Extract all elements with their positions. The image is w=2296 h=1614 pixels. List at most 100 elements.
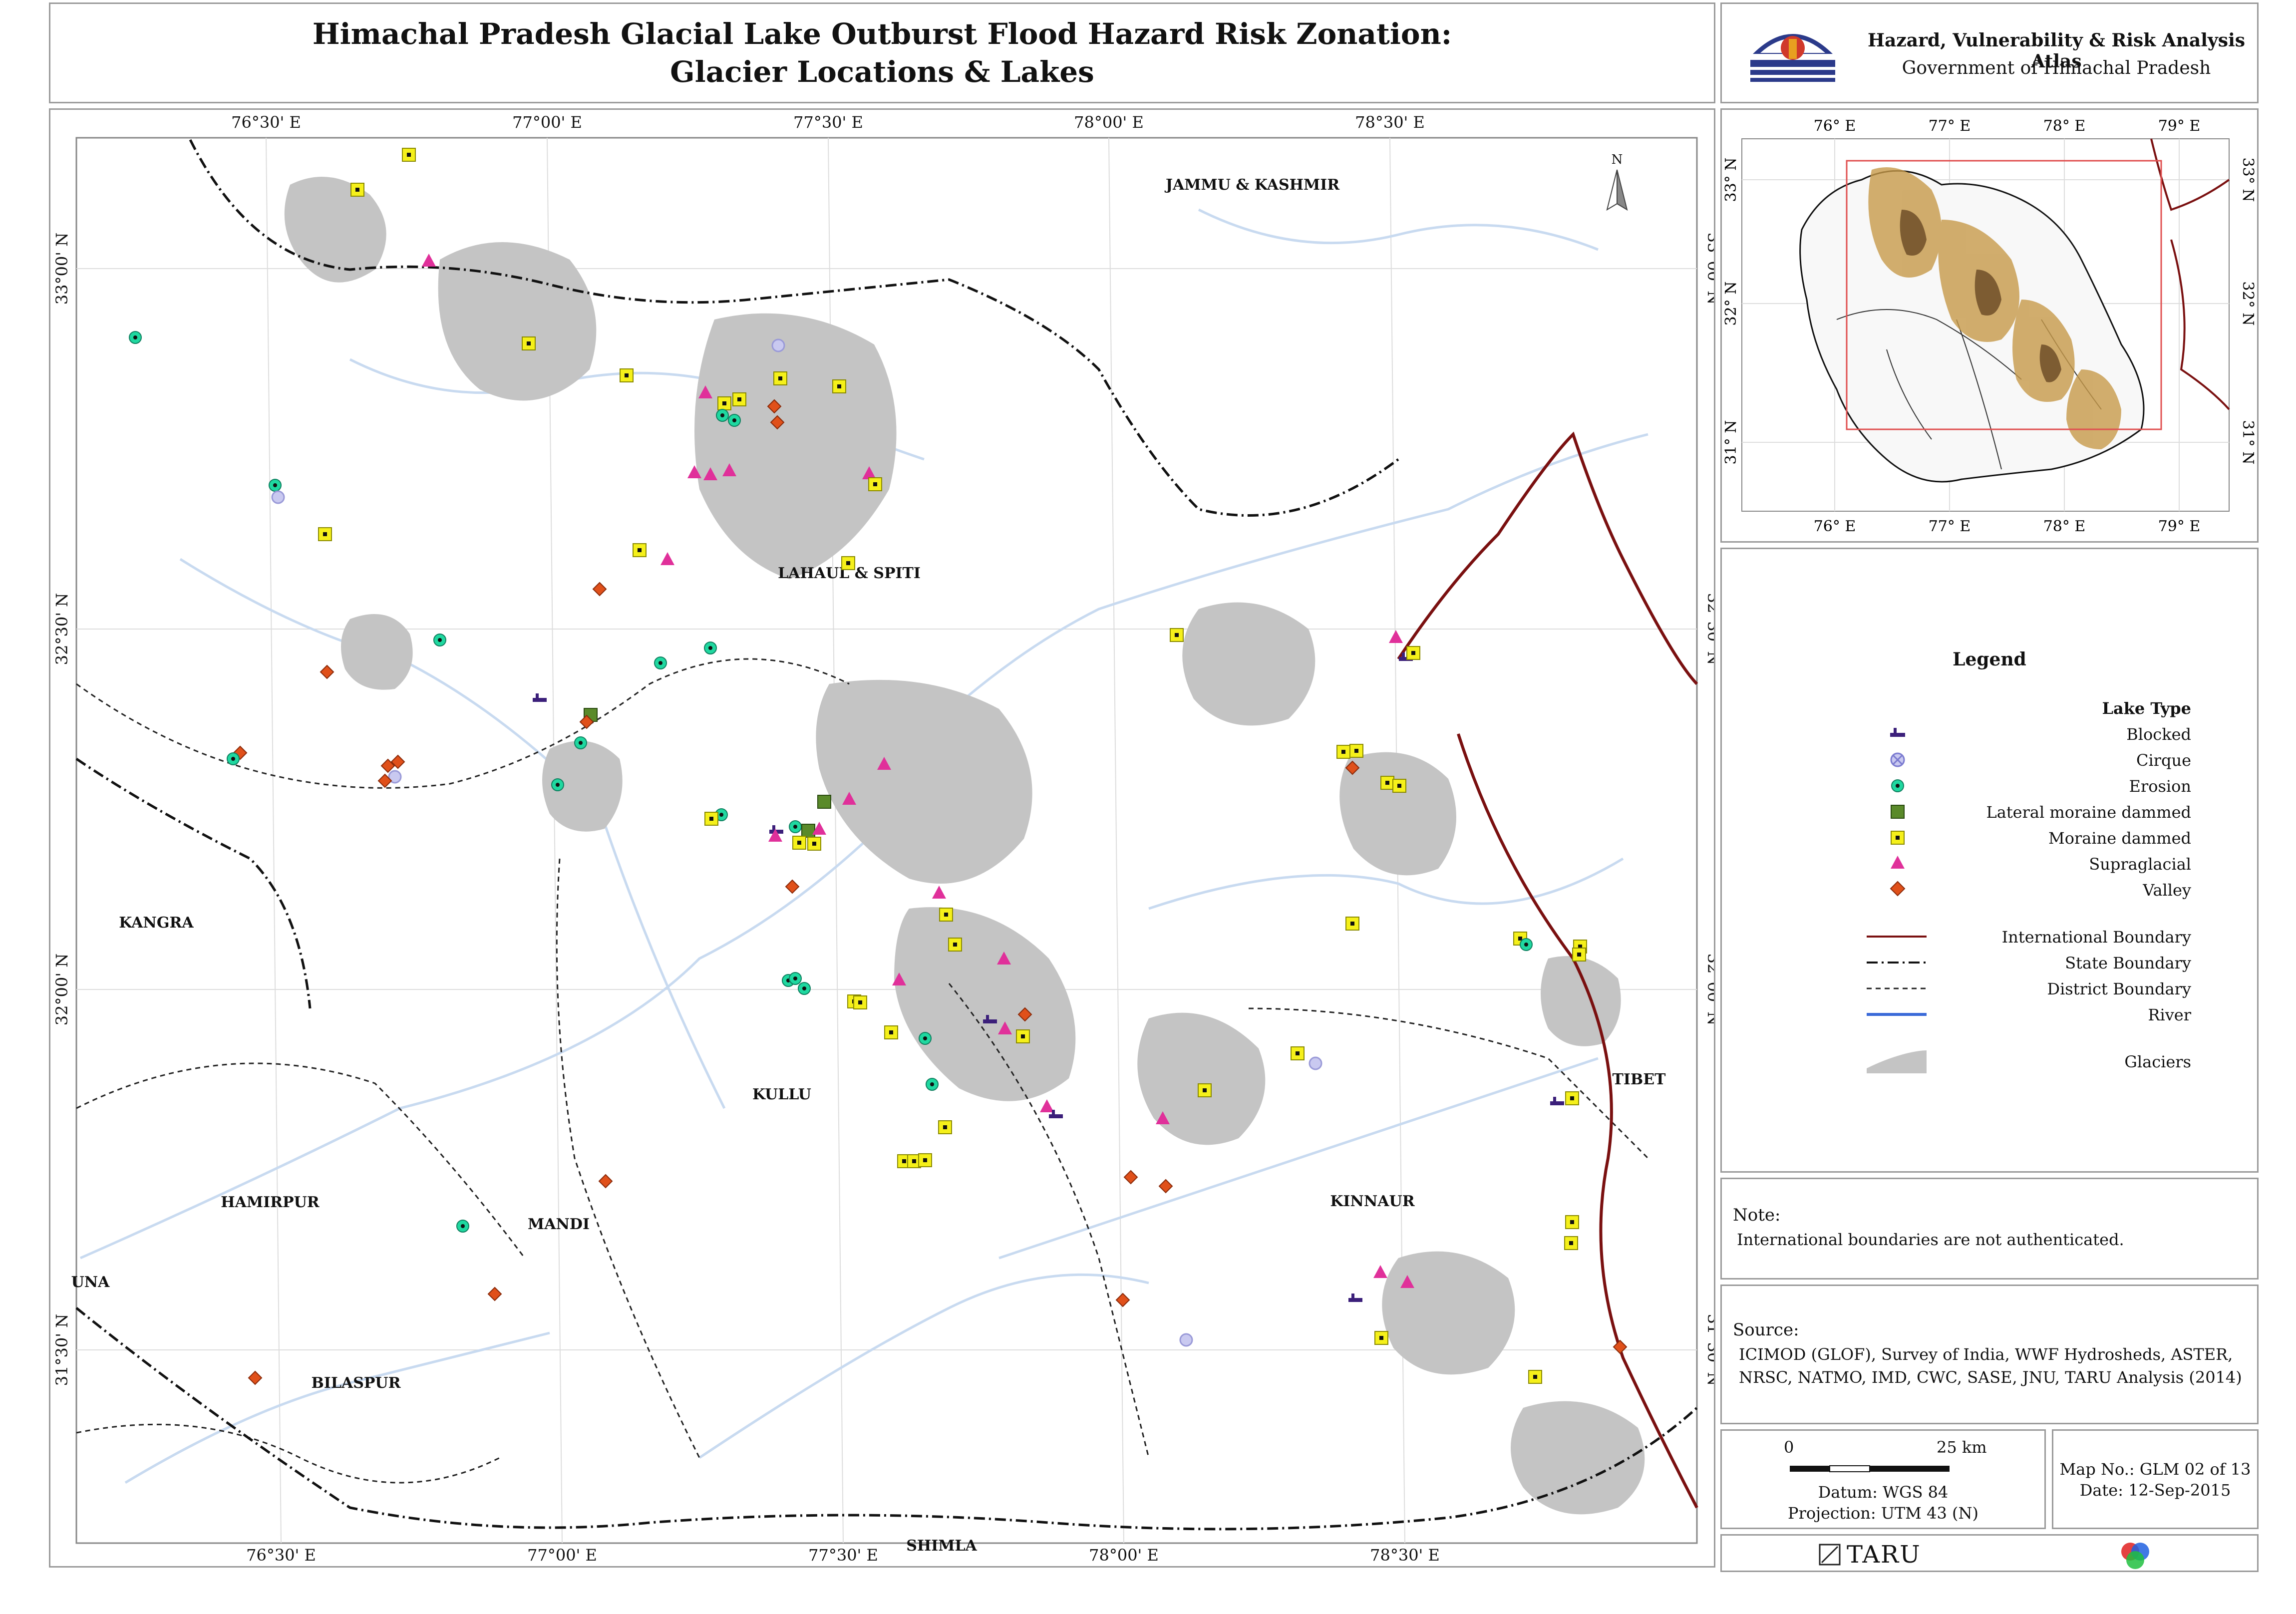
supraglacial-lake-marker [660,552,674,565]
legend-symbols [1867,728,1927,1073]
moraine-dammed-lake-marker [1380,776,1394,790]
cirque-lake-marker [271,490,285,504]
moraine-dammed-lake-marker [1528,1370,1542,1384]
top-tick-5: 78°30' E [1355,113,1425,132]
title-panel: Himachal Pradesh Glacial Lake Outburst F… [49,2,1715,103]
district-hamirpur: HAMIRPUR [221,1194,320,1211]
blocked-lake-marker [1399,652,1413,661]
erosion-lake-marker [551,778,564,791]
himachal-emblem-icon [1750,34,1835,82]
erosion-lake-marker [227,752,240,765]
valley-lake-marker [487,1287,502,1301]
datum-text: Datum: WGS 84 [1818,1483,1949,1502]
source-heading: Source: [1733,1320,1799,1340]
inset-top-tick-1: 76° E [1814,117,1856,135]
moraine-dammed-lake-marker [1565,1091,1579,1105]
moraine-dammed-lake-marker [884,1025,898,1039]
valley-lake-marker [770,415,785,430]
valley-lake-marker [1613,1339,1628,1354]
legend-label-blocked: Blocked [2126,725,2191,744]
moraine-dammed-lake-marker [832,379,846,393]
supraglacial-lake-marker [932,886,946,899]
left-tick-2: 32°30' N [52,593,71,665]
bottom-tick-4: 78°00' E [1089,1546,1159,1565]
erosion-symbol-icon [1891,779,1904,792]
moraine-dammed-lake-marker [1406,646,1420,660]
moraine-dammed-lake-marker [1198,1083,1212,1097]
supraglacial-lake-marker [892,972,906,985]
moraine-dammed-lake-marker [1374,1331,1388,1345]
map-title-line-2: Glacier Locations & Lakes [670,55,1094,89]
right-tick-4: 31°30' N [1704,1314,1714,1386]
erosion-lake-marker [704,642,717,654]
moraine-dammed-lake-marker [318,527,332,541]
taru-logo-icon [1819,1544,1841,1566]
cirque-symbol-icon [1890,752,1905,767]
supraglacial-lake-marker [812,822,826,835]
valley-lake-marker [320,664,334,679]
valley-symbol-icon [1890,881,1906,897]
moraine-dammed-lake-marker [807,837,821,851]
supraglacial-lake-marker [703,467,717,480]
atlas-name: Hazard, Vulnerability & Risk Analysis At… [1867,30,2246,72]
valley-lake-marker [579,714,594,729]
rgb-circles-icon [2121,1543,2149,1569]
supraglacial-lake-marker [877,757,891,770]
erosion-lake-marker [798,982,811,995]
note-heading: Note: [1733,1205,1781,1225]
inset-top-tick-4: 79° E [2158,117,2201,135]
moraine-dammed-lake-marker [350,183,364,197]
blocked-lake-marker [983,1015,997,1023]
moraine-dammed-lake-marker [918,1153,932,1167]
legend-label-district: District Boundary [2047,979,2191,998]
left-tick-3: 32°00' N [52,954,71,1025]
erosion-lake-marker [728,414,741,427]
supraglacial-lake-marker [722,463,736,476]
district-kinnaur: KINNAUR [1330,1193,1415,1210]
district-jammu-kashmir: JAMMU & KASHMIR [1164,176,1340,194]
valley-lake-marker [767,399,782,414]
moraine-dammed-lake-marker [402,148,416,162]
top-tick-3: 77°30' E [793,113,863,132]
moraine-dammed-lake-marker [732,392,746,406]
top-tick-2: 77°00' E [512,113,582,132]
right-tick-3: 32°00' N [1704,954,1714,1025]
moraine-dammed-lake-marker [939,908,953,922]
map-number: Map No.: GLM 02 of 13 [2059,1460,2251,1479]
legend-label-state: State Boundary [2065,954,2191,972]
supraglacial-lake-marker [862,466,876,479]
moraine-dammed-lake-marker [620,368,634,382]
map-date: Date: 12-Sep-2015 [2079,1481,2231,1500]
erosion-lake-marker [129,331,142,344]
taru-logo-text: TARU [1847,1541,1921,1569]
inset-map-panel: 76° E 77° E 78° E 79° E 76° E 77° E 78° … [1720,108,2259,543]
supraglacial-lake-marker [422,254,436,267]
moraine-dammed-lake-marker [704,812,718,826]
top-tick-1: 76°30' E [231,113,301,132]
right-tick-2: 32°30' N [1704,593,1714,665]
supraglacial-lake-marker [698,385,712,398]
moraine-dammed-lake-marker [1291,1046,1305,1060]
legend-label-lateral: Lateral moraine dammed [1986,803,2191,822]
scale-panel: 0 25 km Datum: WGS 84 Projection: UTM 43… [1720,1429,2046,1529]
district-kullu: KULLU [752,1086,811,1103]
supraglacial-lake-marker [997,952,1011,965]
moraine-dammed-lake-marker [841,556,855,570]
logo-panel: TARU [1720,1534,2259,1572]
valley-lake-marker [380,758,395,773]
moraine-dammed-lake-marker [792,836,806,850]
lake-type-heading: Lake Type [2102,699,2191,718]
supraglacial-lake-marker [998,1021,1012,1034]
left-tick-4: 31°30' N [52,1314,71,1386]
inset-left-tick-1: 33° N [1722,158,1740,202]
note-panel: Note: International boundaries are not a… [1720,1178,2259,1280]
lateral-moraine-symbol-icon [1891,805,1905,819]
main-map-panel: 76°30' E 77°00' E 77°30' E 78°00' E 78°3… [49,108,1715,1568]
valley-lake-marker [1123,1170,1138,1185]
legend-label-supraglacial: Supraglacial [2089,855,2191,874]
scale-distance: 25 km [1937,1438,1987,1457]
inset-bottom-tick-2: 77° E [1929,518,1971,535]
moraine-dammed-lake-marker [773,371,787,385]
supraglacial-symbol-icon [1891,856,1905,869]
agency-panel: Hazard, Vulnerability & Risk Analysis At… [1720,2,2259,103]
